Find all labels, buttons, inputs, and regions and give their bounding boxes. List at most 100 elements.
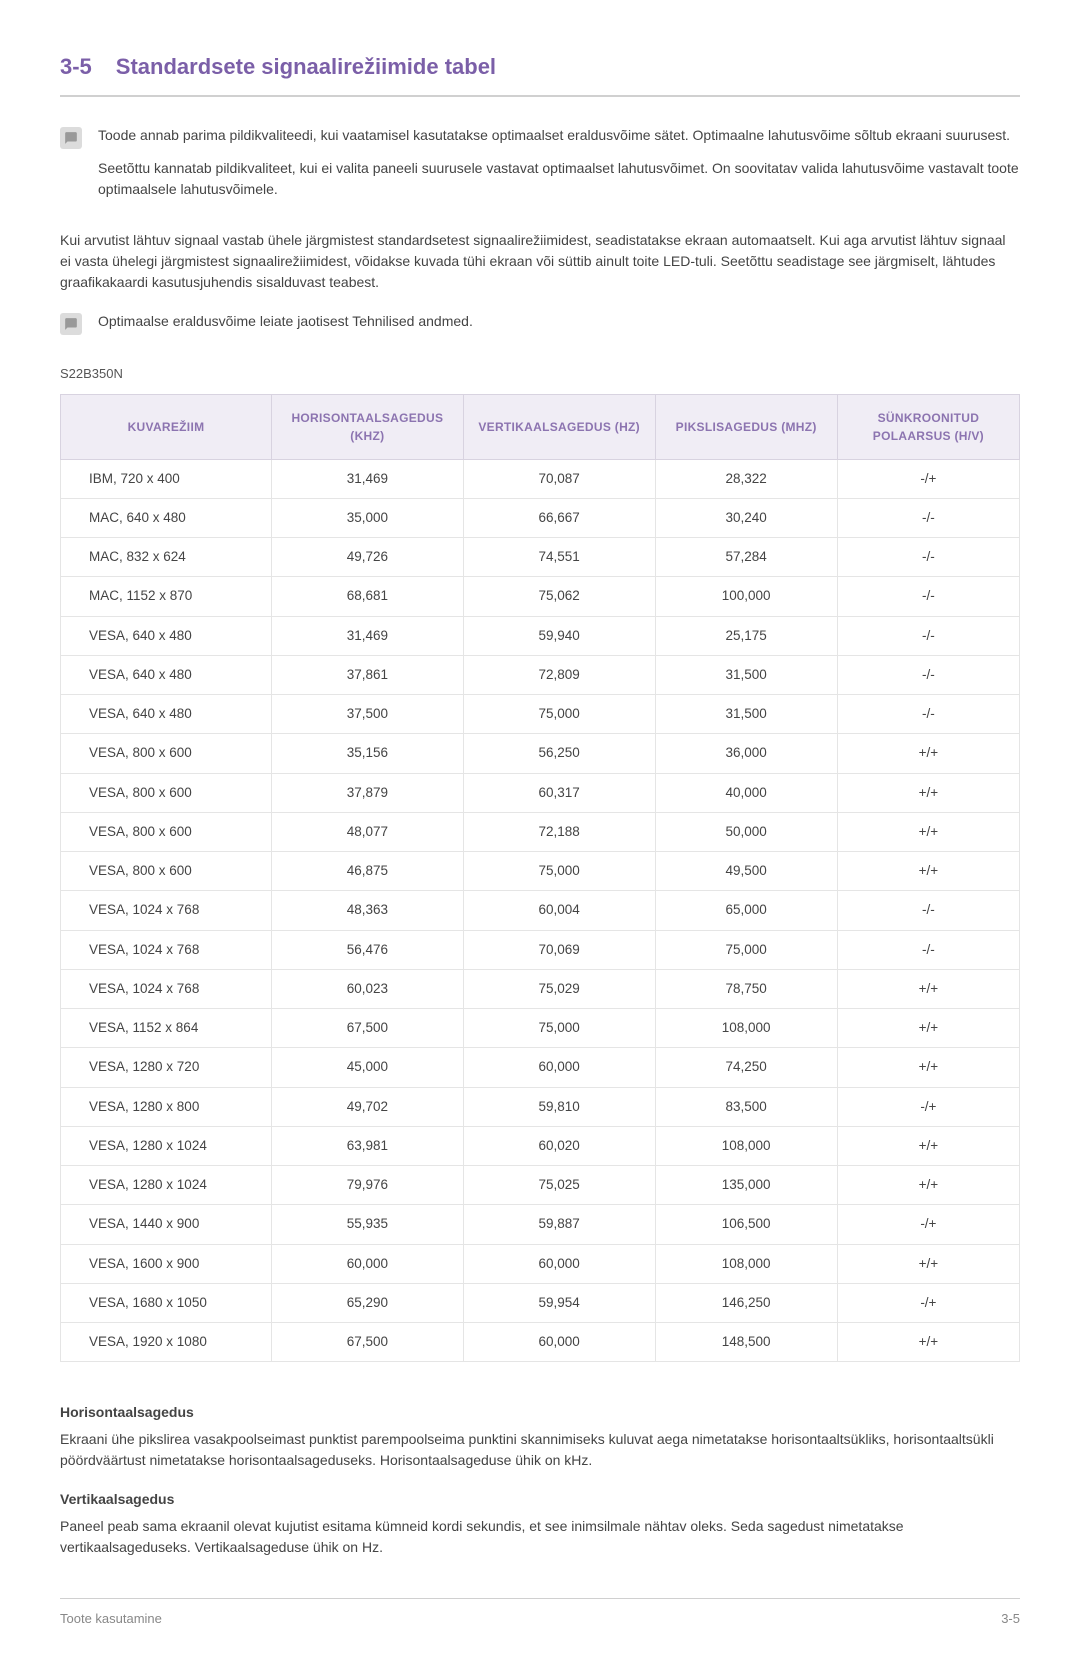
- table-cell: VESA, 1280 x 1024: [61, 1126, 272, 1165]
- info-para-1a: Toode annab parima pildikvaliteedi, kui …: [98, 125, 1020, 146]
- table-cell: -/-: [837, 616, 1019, 655]
- table-cell: -/+: [837, 1283, 1019, 1322]
- table-cell: VESA, 640 x 480: [61, 655, 272, 694]
- table-cell: -/-: [837, 577, 1019, 616]
- table-cell: VESA, 640 x 480: [61, 695, 272, 734]
- table-cell: VESA, 1280 x 1024: [61, 1166, 272, 1205]
- table-cell: +/+: [837, 969, 1019, 1008]
- info-block-1: Toode annab parima pildikvaliteedi, kui …: [60, 125, 1020, 212]
- table-cell: 67,500: [271, 1009, 463, 1048]
- table-cell: -/-: [837, 538, 1019, 577]
- table-cell: 60,317: [463, 773, 655, 812]
- table-cell: 48,077: [271, 812, 463, 851]
- table-cell: 70,069: [463, 930, 655, 969]
- table-cell: 148,500: [655, 1323, 837, 1362]
- section-number: 3-5: [60, 50, 92, 83]
- table-cell: 78,750: [655, 969, 837, 1008]
- table-cell: VESA, 1152 x 864: [61, 1009, 272, 1048]
- table-cell: 48,363: [271, 891, 463, 930]
- table-row: VESA, 1600 x 90060,00060,000108,000+/+: [61, 1244, 1020, 1283]
- table-cell: 75,000: [463, 695, 655, 734]
- info-block-2: Optimaalse eraldusvõime leiate jaotisest…: [60, 311, 1020, 344]
- th-vfreq: VERTIKAALSAGEDUS (HZ): [463, 394, 655, 459]
- table-cell: 49,702: [271, 1087, 463, 1126]
- table-cell: VESA, 800 x 600: [61, 734, 272, 773]
- note-icon: [60, 313, 82, 335]
- table-cell: 49,500: [655, 852, 837, 891]
- table-cell: +/+: [837, 1009, 1019, 1048]
- table-cell: +/+: [837, 1244, 1019, 1283]
- table-cell: -/-: [837, 695, 1019, 734]
- table-cell: 35,000: [271, 498, 463, 537]
- table-row: MAC, 640 x 48035,00066,66730,240-/-: [61, 498, 1020, 537]
- table-row: VESA, 800 x 60037,87960,31740,000+/+: [61, 773, 1020, 812]
- table-cell: 68,681: [271, 577, 463, 616]
- table-cell: 65,000: [655, 891, 837, 930]
- table-row: MAC, 1152 x 87068,68175,062100,000-/-: [61, 577, 1020, 616]
- table-cell: 50,000: [655, 812, 837, 851]
- table-cell: 106,500: [655, 1205, 837, 1244]
- table-cell: 75,000: [463, 852, 655, 891]
- table-cell: VESA, 1680 x 1050: [61, 1283, 272, 1322]
- table-cell: 59,940: [463, 616, 655, 655]
- table-cell: 55,935: [271, 1205, 463, 1244]
- table-cell: MAC, 832 x 624: [61, 538, 272, 577]
- table-cell: 36,000: [655, 734, 837, 773]
- table-row: VESA, 1440 x 90055,93559,887106,500-/+: [61, 1205, 1020, 1244]
- table-cell: 67,500: [271, 1323, 463, 1362]
- definitions: Horisontaalsagedus Ekraani ühe pikslirea…: [60, 1402, 1020, 1558]
- body-paragraph: Kui arvutist lähtuv signaal vastab ühele…: [60, 230, 1020, 293]
- def-text-horizontal: Ekraani ühe pikslirea vasakpoolseimast p…: [60, 1429, 1020, 1471]
- table-cell: +/+: [837, 852, 1019, 891]
- table-cell: -/+: [837, 1205, 1019, 1244]
- table-row: VESA, 800 x 60048,07772,18850,000+/+: [61, 812, 1020, 851]
- table-cell: +/+: [837, 1166, 1019, 1205]
- table-row: VESA, 1280 x 72045,00060,00074,250+/+: [61, 1048, 1020, 1087]
- table-cell: 108,000: [655, 1126, 837, 1165]
- table-row: VESA, 640 x 48031,46959,94025,175-/-: [61, 616, 1020, 655]
- table-cell: +/+: [837, 812, 1019, 851]
- table-cell: 37,879: [271, 773, 463, 812]
- table-cell: 146,250: [655, 1283, 837, 1322]
- table-cell: 60,000: [271, 1244, 463, 1283]
- table-cell: 74,551: [463, 538, 655, 577]
- table-row: VESA, 1680 x 105065,29059,954146,250-/+: [61, 1283, 1020, 1322]
- table-row: VESA, 800 x 60035,15656,25036,000+/+: [61, 734, 1020, 773]
- table-cell: +/+: [837, 1323, 1019, 1362]
- table-cell: 72,809: [463, 655, 655, 694]
- table-row: VESA, 800 x 60046,87575,00049,500+/+: [61, 852, 1020, 891]
- table-row: VESA, 1280 x 102463,98160,020108,000+/+: [61, 1126, 1020, 1165]
- table-cell: -/-: [837, 891, 1019, 930]
- table-cell: 100,000: [655, 577, 837, 616]
- table-row: VESA, 1920 x 108067,50060,000148,500+/+: [61, 1323, 1020, 1362]
- table-cell: VESA, 1280 x 800: [61, 1087, 272, 1126]
- def-heading-vertical: Vertikaalsagedus: [60, 1489, 1020, 1510]
- table-cell: -/+: [837, 1087, 1019, 1126]
- info-text-1: Toode annab parima pildikvaliteedi, kui …: [98, 125, 1020, 212]
- table-cell: +/+: [837, 773, 1019, 812]
- table-cell: 108,000: [655, 1244, 837, 1283]
- table-cell: 74,250: [655, 1048, 837, 1087]
- table-row: VESA, 1024 x 76860,02375,02978,750+/+: [61, 969, 1020, 1008]
- table-header-row: KUVAREŽIIM HORISONTAALSAGEDUS (KHZ) VERT…: [61, 394, 1020, 459]
- table-cell: 31,469: [271, 459, 463, 498]
- table-cell: +/+: [837, 1126, 1019, 1165]
- table-cell: 70,087: [463, 459, 655, 498]
- table-cell: 75,062: [463, 577, 655, 616]
- table-row: VESA, 1280 x 80049,70259,81083,500-/+: [61, 1087, 1020, 1126]
- table-cell: VESA, 1024 x 768: [61, 969, 272, 1008]
- table-cell: 40,000: [655, 773, 837, 812]
- table-cell: 60,000: [463, 1323, 655, 1362]
- table-cell: 56,250: [463, 734, 655, 773]
- table-cell: 45,000: [271, 1048, 463, 1087]
- table-cell: 37,861: [271, 655, 463, 694]
- table-row: VESA, 640 x 48037,86172,80931,500-/-: [61, 655, 1020, 694]
- page-footer: Toote kasutamine 3-5: [60, 1598, 1020, 1629]
- table-cell: 31,469: [271, 616, 463, 655]
- table-cell: MAC, 640 x 480: [61, 498, 272, 537]
- section-title: Standardsete signaalirežiimide tabel: [116, 50, 496, 83]
- table-cell: 65,290: [271, 1283, 463, 1322]
- section-header: 3-5 Standardsete signaalirežiimide tabel: [60, 50, 1020, 97]
- table-cell: VESA, 1280 x 720: [61, 1048, 272, 1087]
- table-cell: -/+: [837, 459, 1019, 498]
